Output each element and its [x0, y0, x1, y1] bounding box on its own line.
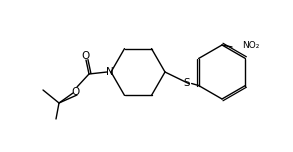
Text: O: O	[82, 51, 90, 61]
Text: S: S	[183, 78, 190, 88]
Text: NO₂: NO₂	[242, 41, 259, 50]
Text: O: O	[72, 87, 80, 97]
Text: N: N	[106, 67, 114, 77]
